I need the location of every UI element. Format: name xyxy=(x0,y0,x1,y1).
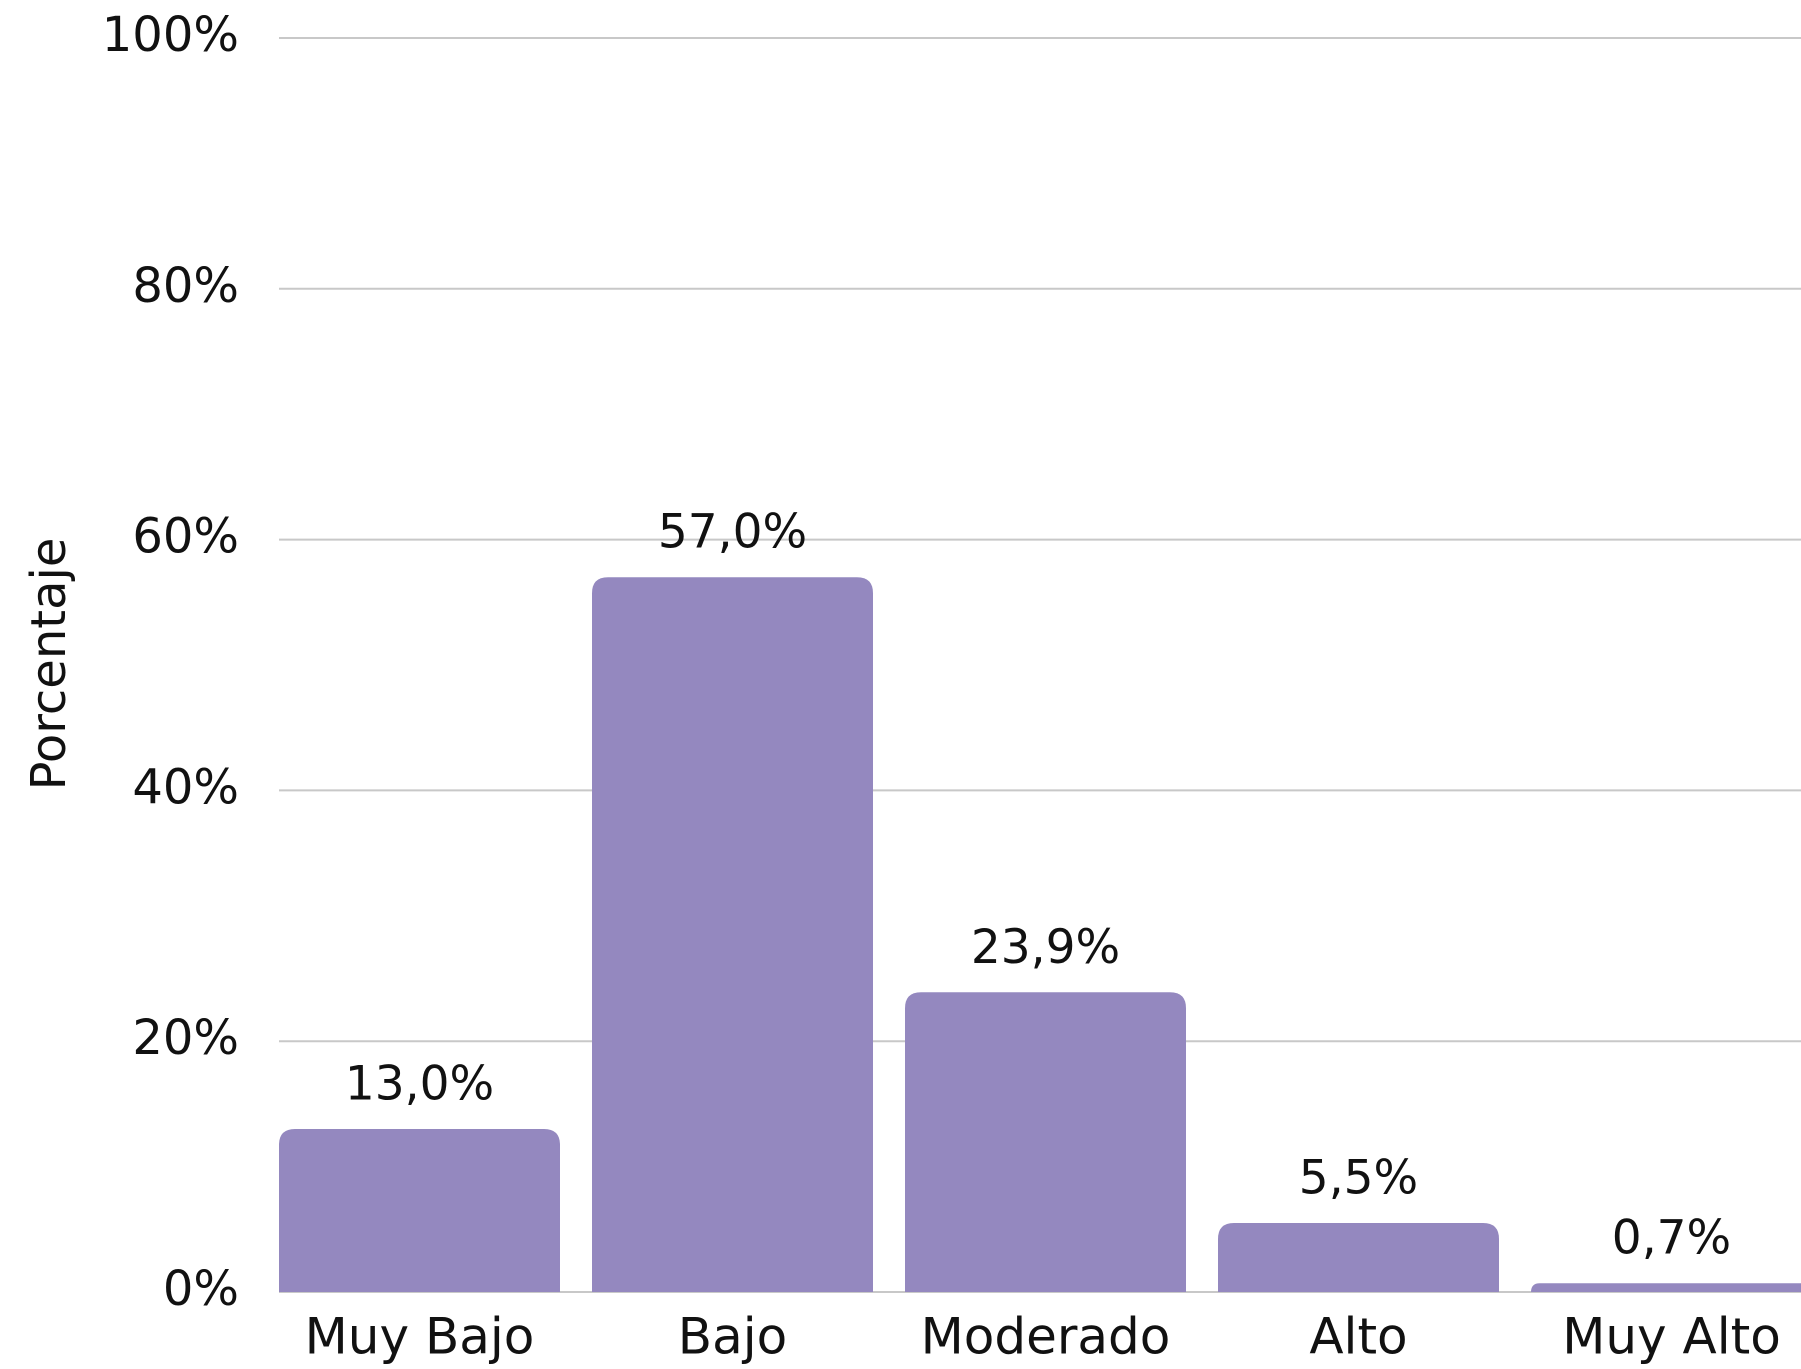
bar xyxy=(1531,1283,1801,1292)
value-label: 13,0% xyxy=(345,1056,494,1111)
value-label: 0,7% xyxy=(1612,1211,1731,1266)
bar xyxy=(905,992,1186,1292)
y-tick-label: 60% xyxy=(132,509,239,565)
x-tick-label: Muy Bajo xyxy=(305,1308,535,1366)
y-tick-label: 0% xyxy=(163,1261,239,1317)
x-tick-label: Alto xyxy=(1309,1308,1407,1366)
x-tick-label: Bajo xyxy=(678,1308,787,1366)
bar xyxy=(1218,1223,1499,1292)
value-label: 23,9% xyxy=(971,920,1120,975)
bar xyxy=(592,577,873,1292)
y-axis-title: Porcentaje xyxy=(21,538,77,791)
y-tick-label: 100% xyxy=(102,7,239,63)
y-tick-label: 20% xyxy=(132,1010,239,1066)
x-tick-label: Moderado xyxy=(921,1308,1171,1366)
bar xyxy=(279,1128,560,1292)
y-tick-label: 80% xyxy=(132,258,239,314)
y-tick-label: 40% xyxy=(132,759,239,815)
value-label: 5,5% xyxy=(1299,1151,1418,1206)
value-label: 57,0% xyxy=(658,505,807,560)
x-tick-label: Muy Alto xyxy=(1562,1308,1781,1366)
